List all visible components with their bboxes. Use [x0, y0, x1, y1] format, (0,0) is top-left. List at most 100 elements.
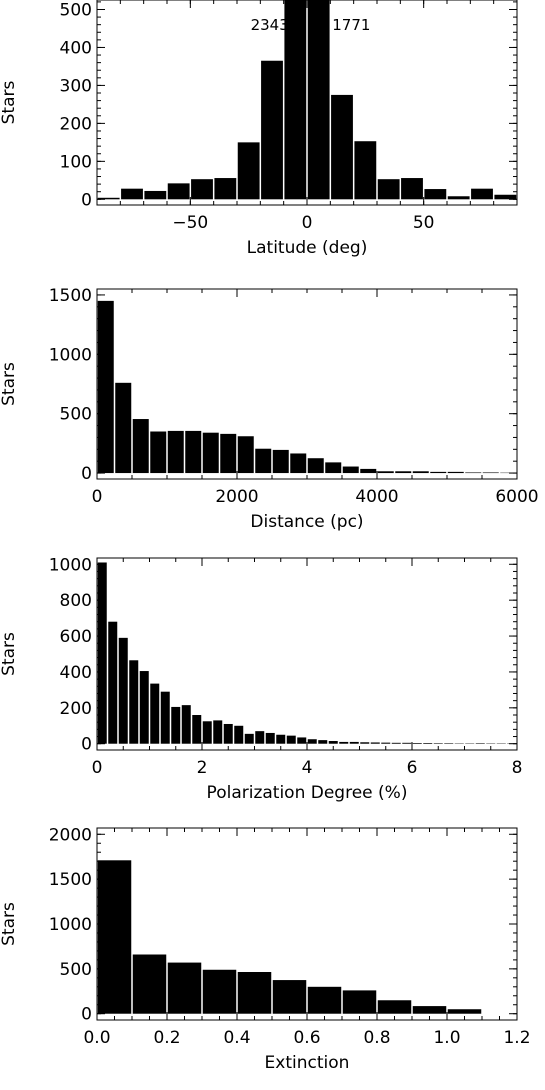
histogram-bar: [430, 471, 447, 474]
histogram-bar: [121, 188, 143, 200]
histogram-bar: [284, 0, 307, 200]
y-tick-label: 400: [60, 663, 92, 683]
histogram-bar: [202, 432, 219, 474]
histogram-bar: [261, 60, 283, 200]
y-axis-title: Stars: [0, 902, 19, 946]
y-tick-label: 100: [60, 152, 92, 172]
histogram-bar: [447, 196, 470, 200]
histogram-bar: [97, 562, 107, 744]
chart-panel-3: 0 2 4 6 8 0 200 400 600 800 1000 Polarization Degre…: [0, 555, 522, 803]
x-axis-title: Distance (pc): [250, 512, 363, 532]
histogram-bar: [160, 691, 170, 744]
histogram-bar: [381, 742, 391, 744]
histogram-bar: [171, 706, 181, 744]
y-tick-label: 300: [60, 76, 92, 96]
y-tick-label: 2000: [49, 825, 92, 845]
histogram-bar: [307, 739, 317, 744]
histogram-bar: [423, 743, 433, 744]
bars-group: [97, 562, 517, 744]
x-tick-label: 8: [512, 758, 523, 778]
histogram-bar: [237, 436, 254, 474]
histogram-bar: [144, 190, 167, 200]
histogram-bar: [150, 431, 167, 474]
y-tick-label: 200: [60, 114, 92, 134]
y-tick-label: 500: [60, 405, 92, 425]
histogram-bar: [307, 458, 324, 474]
bars-group: [97, 860, 482, 1014]
histogram-bar: [494, 194, 517, 200]
histogram-bar: [395, 471, 412, 474]
histogram-bar: [115, 382, 132, 474]
y-tick-label: 800: [60, 591, 92, 611]
x-tick-label: 0: [92, 758, 103, 778]
chart-panel-2: 0 2000 4000 6000 0 500 1000 1500 Distance (pc) St…: [0, 286, 539, 532]
y-axis-title: Stars: [0, 362, 19, 406]
histogram-bar: [192, 715, 202, 744]
histogram-bar: [328, 741, 338, 744]
y-tick-label: 1500: [49, 870, 92, 890]
histogram-bar: [214, 178, 237, 200]
y-tick-label: 200: [60, 699, 92, 719]
x-axis-title: Polarization Degree (%): [207, 783, 408, 803]
histogram-bar: [354, 141, 377, 200]
histogram-bar: [181, 705, 191, 744]
histogram-bar: [412, 471, 429, 474]
histogram-bar: [360, 468, 377, 474]
histogram-bar: [465, 472, 482, 474]
histogram-bar: [129, 660, 139, 744]
chart-panel-4: 0.0 0.2 0.4 0.6 0.8 1.0 1.2 0 500 1000 1500 2000 Ext…: [0, 825, 531, 1073]
histogram-bar: [471, 188, 493, 200]
histogram-bar: [307, 986, 342, 1014]
histogram-bar: [297, 737, 307, 744]
histogram-bar: [349, 741, 359, 744]
histogram-bar: [244, 733, 254, 744]
histogram-bar: [202, 721, 212, 744]
x-axis-title: Extinction: [265, 1053, 350, 1073]
histogram-bar: [447, 1009, 482, 1014]
histogram-bar: [191, 179, 213, 200]
histogram-bar: [202, 969, 237, 1014]
y-axis-title: Stars: [0, 81, 19, 125]
histogram-bar: [475, 743, 485, 744]
bar-count-annotation: 2343: [251, 16, 289, 34]
histogram-bar: [220, 433, 237, 474]
y-tick-label: 1000: [49, 915, 92, 935]
x-tick-label: 0.8: [363, 1028, 390, 1048]
x-tick-label: 1.0: [433, 1028, 460, 1048]
histogram-bar: [325, 462, 342, 474]
histogram-bar: [237, 972, 272, 1014]
y-tick-label: 500: [60, 0, 92, 20]
histogram-bar: [339, 741, 349, 744]
histogram-bar: [412, 743, 422, 744]
histogram-bar: [97, 300, 114, 474]
histogram-bar: [272, 980, 307, 1014]
histogram-bar: [424, 189, 447, 200]
x-tick-label: 0.6: [293, 1028, 320, 1048]
histogram-bar: [108, 621, 118, 744]
histogram-bar: [265, 732, 275, 744]
histogram-bar: [391, 742, 401, 744]
histogram-bar: [132, 954, 167, 1014]
histogram-bar: [482, 472, 499, 474]
histogram-bar: [132, 419, 149, 474]
y-tick-label: 400: [60, 38, 92, 58]
x-tick-label: 0.2: [153, 1028, 180, 1048]
histogram-bar: [401, 178, 423, 200]
histogram-bar: [444, 743, 454, 744]
y-tick-label: 0: [81, 464, 92, 484]
y-axis-title: Stars: [0, 632, 19, 676]
histogram-bar: [167, 183, 190, 200]
histogram-bar: [223, 723, 233, 744]
bars-group: [97, 0, 517, 200]
histogram-bar: [213, 720, 223, 744]
x-tick-label: 4000: [355, 487, 398, 507]
histogram-bar: [318, 740, 328, 744]
x-tick-label: 0.0: [83, 1028, 110, 1048]
x-tick-label: 1.2: [503, 1028, 530, 1048]
x-tick-label: 6000: [495, 487, 538, 507]
y-tick-label: 0: [81, 1005, 92, 1025]
histogram-bar: [118, 637, 128, 744]
histogram-bar: [360, 742, 370, 744]
x-tick-label: 2000: [215, 487, 258, 507]
